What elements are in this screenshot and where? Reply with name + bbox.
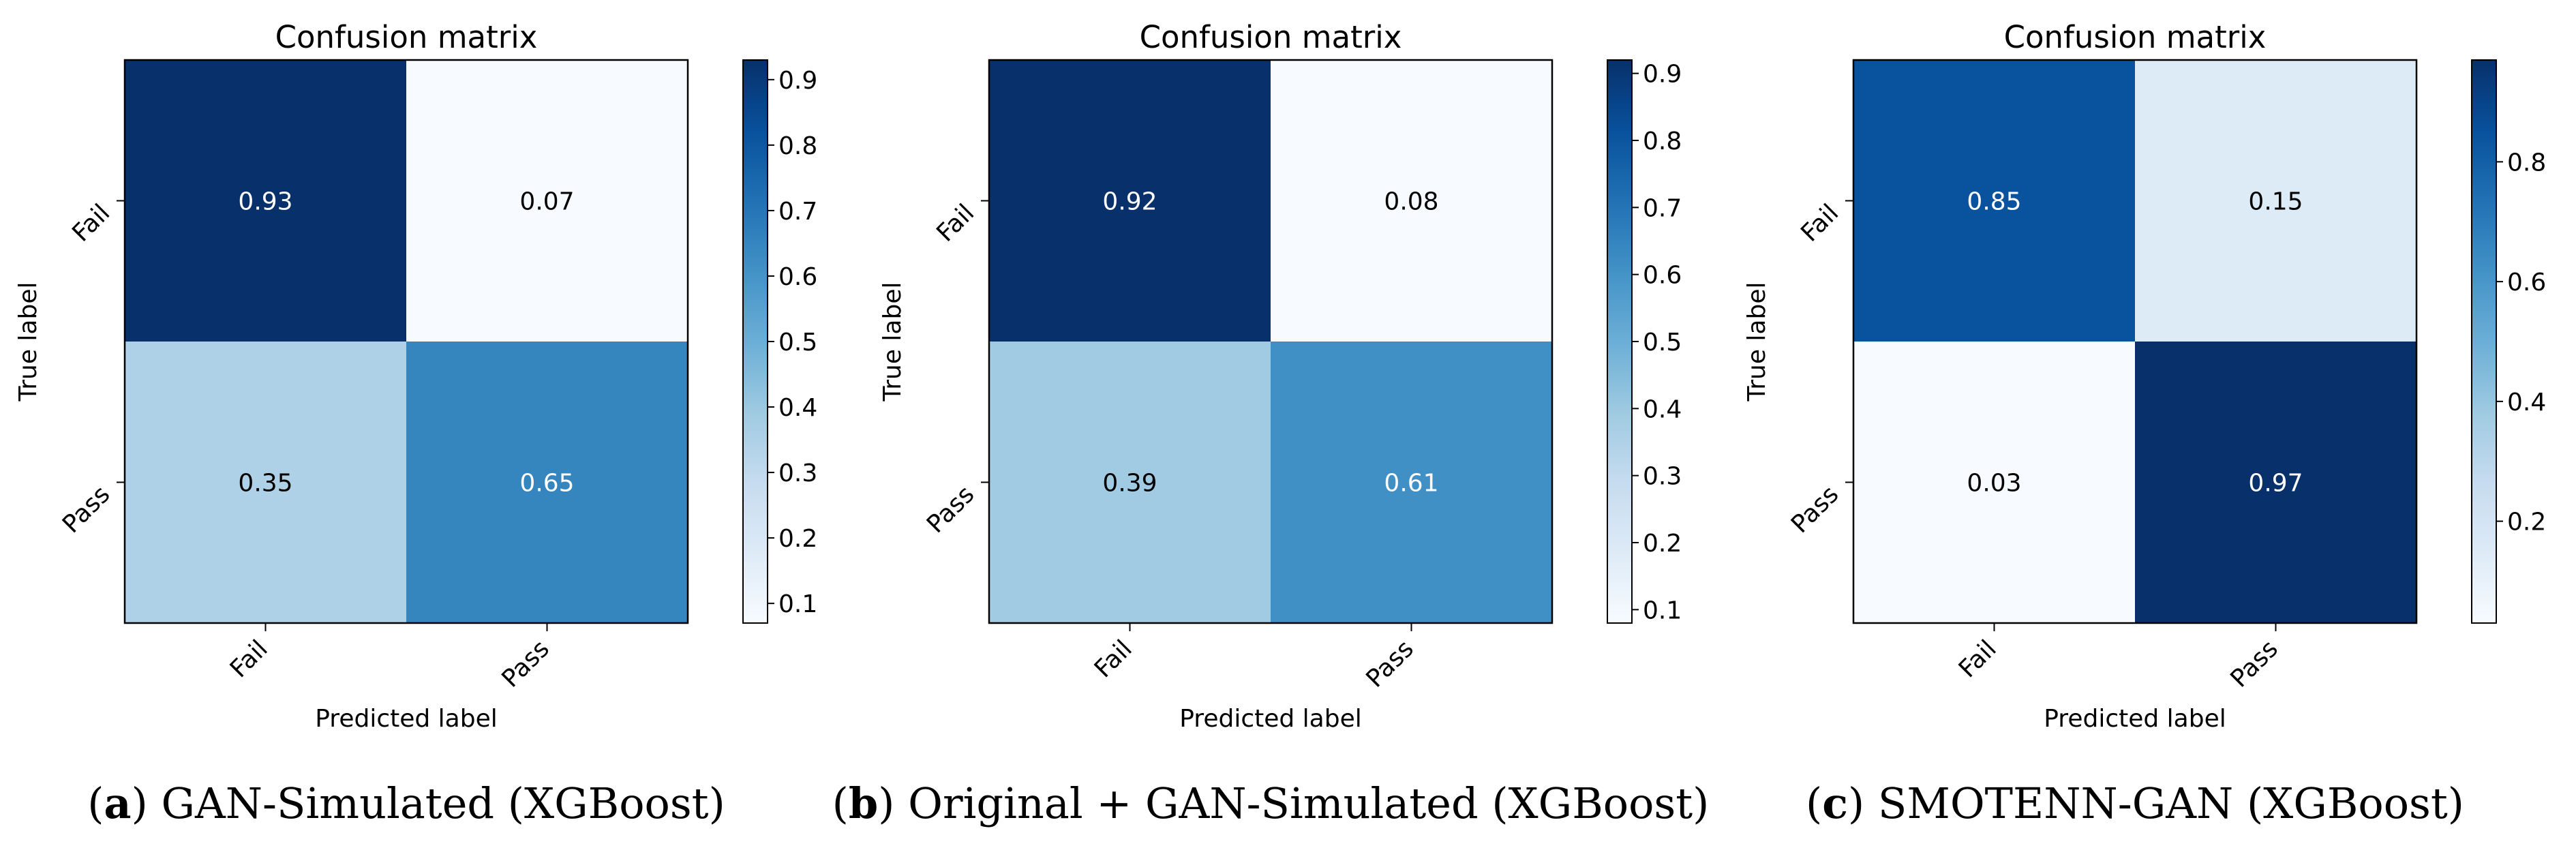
cell-value-label: 0.97 <box>2248 470 2303 498</box>
x-tick-label: Pass <box>497 635 555 693</box>
colorbar-tick-label: 0.1 <box>778 590 817 618</box>
colorbar-tick-label: 0.7 <box>778 198 817 226</box>
cell-value-label: 0.39 <box>1102 470 1157 498</box>
cell-value-label: 0.92 <box>1102 188 1157 216</box>
colorbar-tick-label: 0.4 <box>1643 395 1682 423</box>
colorbar-tick-label: 0.8 <box>1643 127 1682 155</box>
matrix-cell <box>989 342 1271 623</box>
cell-value-label: 0.65 <box>519 470 574 498</box>
caption-letter: a <box>104 778 131 828</box>
y-tick-label: Pass <box>57 481 115 539</box>
cell-value-label: 0.85 <box>1967 188 2021 216</box>
matrix-cell <box>1853 60 2135 342</box>
y-axis-label: True label <box>14 282 42 402</box>
x-axis-label: Predicted label <box>1179 705 1362 733</box>
matrix-cell <box>1271 342 1552 623</box>
colorbar-tick-label: 0.6 <box>778 263 817 291</box>
matrix-cell <box>1853 342 2135 623</box>
y-tick-label: Pass <box>922 481 980 539</box>
colorbar-tick-label: 0.3 <box>778 459 817 487</box>
colorbar-tick-label: 0.2 <box>1643 530 1682 558</box>
cell-value-label: 0.08 <box>1384 188 1438 216</box>
x-axis-label: Predicted label <box>315 705 498 733</box>
x-tick-label: Fail <box>225 635 273 683</box>
colorbar-tick-label: 0.4 <box>2507 389 2546 417</box>
matrix-cell <box>1271 60 1552 342</box>
x-tick-label: Fail <box>1089 635 1138 683</box>
x-tick-label: Fail <box>1954 635 2002 683</box>
caption-letter: b <box>849 778 878 828</box>
cell-value-label: 0.03 <box>1967 470 2021 498</box>
confusion-matrix-panel-2: Confusion matrix 0.92 0.08 0.39 0.61 Fail Pass… <box>832 19 1710 828</box>
cell-value-label: 0.15 <box>2248 188 2303 216</box>
subfigure-caption: (a) GAN-Simulated (XGBoost) <box>87 778 725 828</box>
matrix-cell <box>406 342 688 623</box>
y-axis-label: True label <box>1743 282 1771 402</box>
colorbar-tick-label: 0.3 <box>1643 463 1682 491</box>
confusion-matrix-panel-1: Confusion matrix 0.93 0.07 0.35 0.65 Fail Pass… <box>14 19 817 828</box>
confusion-matrix-panel-3: Confusion matrix 0.85 0.15 0.03 0.97 Fail Pass… <box>1743 19 2546 828</box>
y-tick-label: Fail <box>67 199 115 247</box>
y-tick-label: Fail <box>1795 199 1844 247</box>
colorbar-tick-label: 0.9 <box>778 67 817 95</box>
chart-title: Confusion matrix <box>275 19 538 55</box>
colorbar-tick-label: 0.5 <box>778 329 817 357</box>
colorbar <box>743 60 768 623</box>
matrix-cell <box>2135 60 2416 342</box>
subfigure-caption: (c) SMOTENN-GAN (XGBoost) <box>1806 778 2464 828</box>
caption-letter: c <box>1822 778 1848 828</box>
y-tick-label: Fail <box>931 199 980 247</box>
x-tick-label: Pass <box>2226 635 2284 693</box>
matrix-cell <box>125 60 406 342</box>
chart-title: Confusion matrix <box>1140 19 1402 55</box>
matrix-cell <box>989 60 1271 342</box>
colorbar-tick-label: 0.1 <box>1643 596 1682 624</box>
y-axis-label: True label <box>879 282 907 402</box>
colorbar-tick-label: 0.2 <box>2507 509 2546 536</box>
matrix-cell <box>406 60 688 342</box>
matrix-cell <box>125 342 406 623</box>
colorbar <box>2472 60 2496 623</box>
colorbar-tick-label: 0.8 <box>2507 149 2546 177</box>
colorbar-tick-label: 0.4 <box>778 394 817 422</box>
chart-title: Confusion matrix <box>2004 19 2267 55</box>
cell-value-label: 0.93 <box>238 188 292 216</box>
cell-value-label: 0.07 <box>519 188 574 216</box>
cell-value-label: 0.35 <box>238 470 292 498</box>
y-tick-label: Pass <box>1786 481 1844 539</box>
matrix-frame <box>1852 59 2418 624</box>
colorbar-frame <box>2471 59 2497 624</box>
x-tick-label: Pass <box>1361 635 1419 693</box>
x-axis-label: Predicted label <box>2044 705 2226 733</box>
matrix-frame <box>123 59 689 624</box>
colorbar-tick-label: 0.6 <box>2507 269 2546 297</box>
colorbar-tick-label: 0.2 <box>778 525 817 553</box>
colorbar-tick-label: 0.5 <box>1643 329 1682 357</box>
colorbar-tick-label: 0.8 <box>778 132 817 160</box>
colorbar <box>1607 60 1632 623</box>
colorbar-tick-label: 0.9 <box>1643 61 1682 89</box>
colorbar-tick-label: 0.6 <box>1643 262 1682 290</box>
cell-value-label: 0.61 <box>1384 470 1438 498</box>
matrix-frame <box>988 59 1554 624</box>
subfigure-caption: (b) Original + GAN-Simulated (XGBoost) <box>832 778 1710 828</box>
matrix-cell <box>2135 342 2416 623</box>
colorbar-tick-label: 0.7 <box>1643 194 1682 222</box>
panels-group: Confusion matrix 0.93 0.07 0.35 0.65 Fail Pass… <box>14 19 2546 828</box>
